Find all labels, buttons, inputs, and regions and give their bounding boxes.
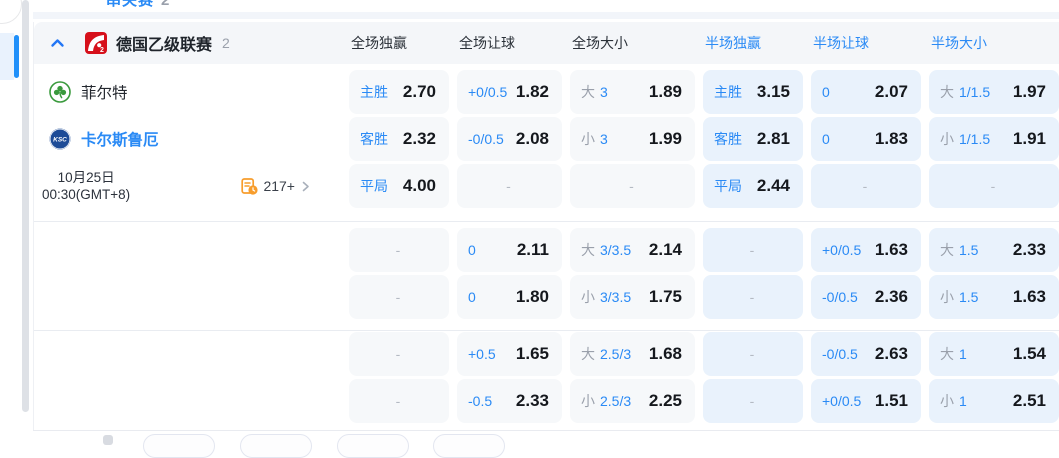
odds-cell-empty: - — [703, 275, 803, 319]
odds-cell[interactable]: -0.5 2.33 — [457, 379, 562, 423]
odds-cell[interactable]: 0 1.83 — [811, 117, 921, 161]
market-pill-button[interactable] — [143, 434, 215, 458]
column-header-ht-1x2: 半场独赢 — [705, 35, 761, 51]
home-team-name: 菲尔特 — [81, 85, 128, 102]
away-team-row[interactable]: KSC 卡尔斯鲁厄 — [34, 117, 341, 161]
column-header-ft-handicap: 全场让球 — [459, 35, 515, 51]
odds-cell-empty: - — [703, 228, 803, 272]
ksc-badge-icon: KSC — [49, 128, 71, 150]
odds-cell[interactable]: 大 1.5 2.33 — [929, 228, 1059, 272]
chevron-right-icon — [300, 181, 311, 192]
odds-cell[interactable]: -0/0.5 2.08 — [457, 117, 562, 161]
column-header-ft-overunder: 全场大小 — [572, 35, 628, 51]
odds-cell-empty: - — [349, 379, 449, 423]
league-header-left: 2 德国乙级联赛 2 — [34, 31, 341, 55]
clover-badge-icon — [49, 81, 71, 103]
odds-cell[interactable]: 客胜 2.32 — [349, 117, 449, 161]
odds-cell[interactable]: 大 1/1.5 1.97 — [929, 70, 1059, 114]
odds-cell-empty: - — [703, 379, 803, 423]
league-match-count: 2 — [222, 35, 230, 51]
svg-text:KSC: KSC — [53, 137, 67, 144]
odds-cell[interactable]: 大 3 1.89 — [570, 70, 695, 114]
more-markets-link[interactable]: 217+ — [241, 177, 311, 195]
odds-cell-empty: - — [570, 164, 695, 208]
away-team-name: 卡尔斯鲁厄 — [81, 132, 159, 149]
odds-cell-empty: - — [929, 164, 1059, 208]
odds-cell[interactable]: 平局 4.00 — [349, 164, 449, 208]
market-pill-button[interactable] — [433, 434, 505, 458]
odds-cell[interactable]: 0 2.07 — [811, 70, 921, 114]
odds-cell[interactable]: 小 3/3.5 1.75 — [570, 275, 695, 319]
odds-cell[interactable]: 0 2.11 — [457, 228, 562, 272]
odds-cell[interactable]: +0/0.5 1.82 — [457, 70, 562, 114]
parlay-tab[interactable]: 串关赛 2 — [106, 0, 170, 10]
league-name: 德国乙级联赛 — [116, 37, 213, 54]
odds-cell[interactable]: 平局 2.44 — [703, 164, 803, 208]
odds-list-clock-icon — [241, 177, 259, 195]
column-header-ht-handicap: 半场让球 — [813, 35, 869, 51]
odds-cell[interactable]: +0/0.5 1.51 — [811, 379, 921, 423]
match-meta-row: 10月25日 00:30(GMT+8) 217+ — [34, 164, 341, 208]
odds-cell[interactable]: -0/0.5 2.63 — [811, 332, 921, 376]
league-odds-card: 2 德国乙级联赛 2 全场独赢 全场让球 全场大小 半场独赢 半场让球 半场大小… — [33, 22, 1059, 430]
chevron-up-icon[interactable] — [49, 35, 66, 52]
scrollbar-fragment[interactable] — [103, 435, 113, 445]
sidebar-active-indicator — [14, 35, 19, 78]
odds-cell[interactable]: 主胜 2.70 — [349, 70, 449, 114]
match-datetime: 10月25日 00:30(GMT+8) — [42, 169, 130, 203]
odds-cell[interactable]: 0 1.80 — [457, 275, 562, 319]
empty-left-cell — [34, 275, 341, 319]
group-divider — [34, 330, 1059, 331]
more-markets-count: 217+ — [263, 178, 295, 194]
odds-cell[interactable]: 主胜 3.15 — [703, 70, 803, 114]
odds-cell[interactable]: 大 1 1.54 — [929, 332, 1059, 376]
odds-cell-empty: - — [703, 332, 803, 376]
odds-cell[interactable]: 大 3/3.5 2.14 — [570, 228, 695, 272]
column-header-ft-1x2: 全场独赢 — [351, 35, 407, 51]
odds-cell[interactable]: 小 1.5 1.63 — [929, 275, 1059, 319]
market-pill-button[interactable] — [337, 434, 409, 458]
odds-cell-empty: - — [349, 275, 449, 319]
bundesliga2-badge-icon: 2 — [85, 32, 107, 54]
odds-group-main: 菲尔特 主胜 2.70 +0/0.5 1.82 大 3 1.89 主胜 3.15 0 2.0… — [34, 70, 1059, 208]
odds-cell-empty: - — [349, 228, 449, 272]
empty-left-cell — [34, 379, 341, 423]
odds-cell[interactable]: 小 3 1.99 — [570, 117, 695, 161]
odds-cell-empty: - — [811, 164, 921, 208]
odds-cell-empty: - — [457, 164, 562, 208]
odds-group-alt1: - 0 2.11 大 3/3.5 2.14 - +0/0.5 1.63 大 1.5 2.33… — [34, 228, 1059, 319]
match-date: 10月25日 — [57, 170, 115, 185]
floating-button-fragment[interactable] — [0, 0, 22, 24]
match-time: 00:30(GMT+8) — [42, 187, 131, 202]
odds-cell[interactable]: 小 2.5/3 2.25 — [570, 379, 695, 423]
odds-cell[interactable]: +0/0.5 1.63 — [811, 228, 921, 272]
odds-cell[interactable]: 客胜 2.81 — [703, 117, 803, 161]
odds-cell[interactable]: -0/0.5 2.36 — [811, 275, 921, 319]
odds-group-alt2: - +0.5 1.65 大 2.5/3 1.68 - -0/0.5 2.63 大 1 1.5… — [34, 332, 1059, 423]
odds-cell[interactable]: +0.5 1.65 — [457, 332, 562, 376]
empty-left-cell — [34, 332, 341, 376]
svg-text:2: 2 — [100, 47, 104, 54]
league-header-row: 2 德国乙级联赛 2 全场独赢 全场让球 全场大小 半场独赢 半场让球 半场大小 — [34, 22, 1059, 64]
parlay-tab-label: 串关赛 — [106, 0, 155, 9]
home-team-row[interactable]: 菲尔特 — [34, 70, 341, 114]
column-header-ht-overunder: 半场大小 — [931, 35, 987, 51]
odds-cell[interactable]: 大 2.5/3 1.68 — [570, 332, 695, 376]
odds-cell[interactable]: 小 1/1.5 1.91 — [929, 117, 1059, 161]
market-pill-button[interactable] — [240, 434, 312, 458]
section-divider-band — [33, 12, 1059, 19]
group-divider — [34, 221, 1059, 222]
odds-cell[interactable]: 小 1 2.51 — [929, 379, 1059, 423]
next-section-fragment — [33, 430, 1059, 458]
parlay-count: 2 — [161, 0, 171, 9]
sidebar-selected-item[interactable] — [0, 33, 14, 80]
odds-cell-empty: - — [349, 332, 449, 376]
vertical-scrollbar[interactable] — [22, 0, 29, 412]
empty-left-cell — [34, 228, 341, 272]
